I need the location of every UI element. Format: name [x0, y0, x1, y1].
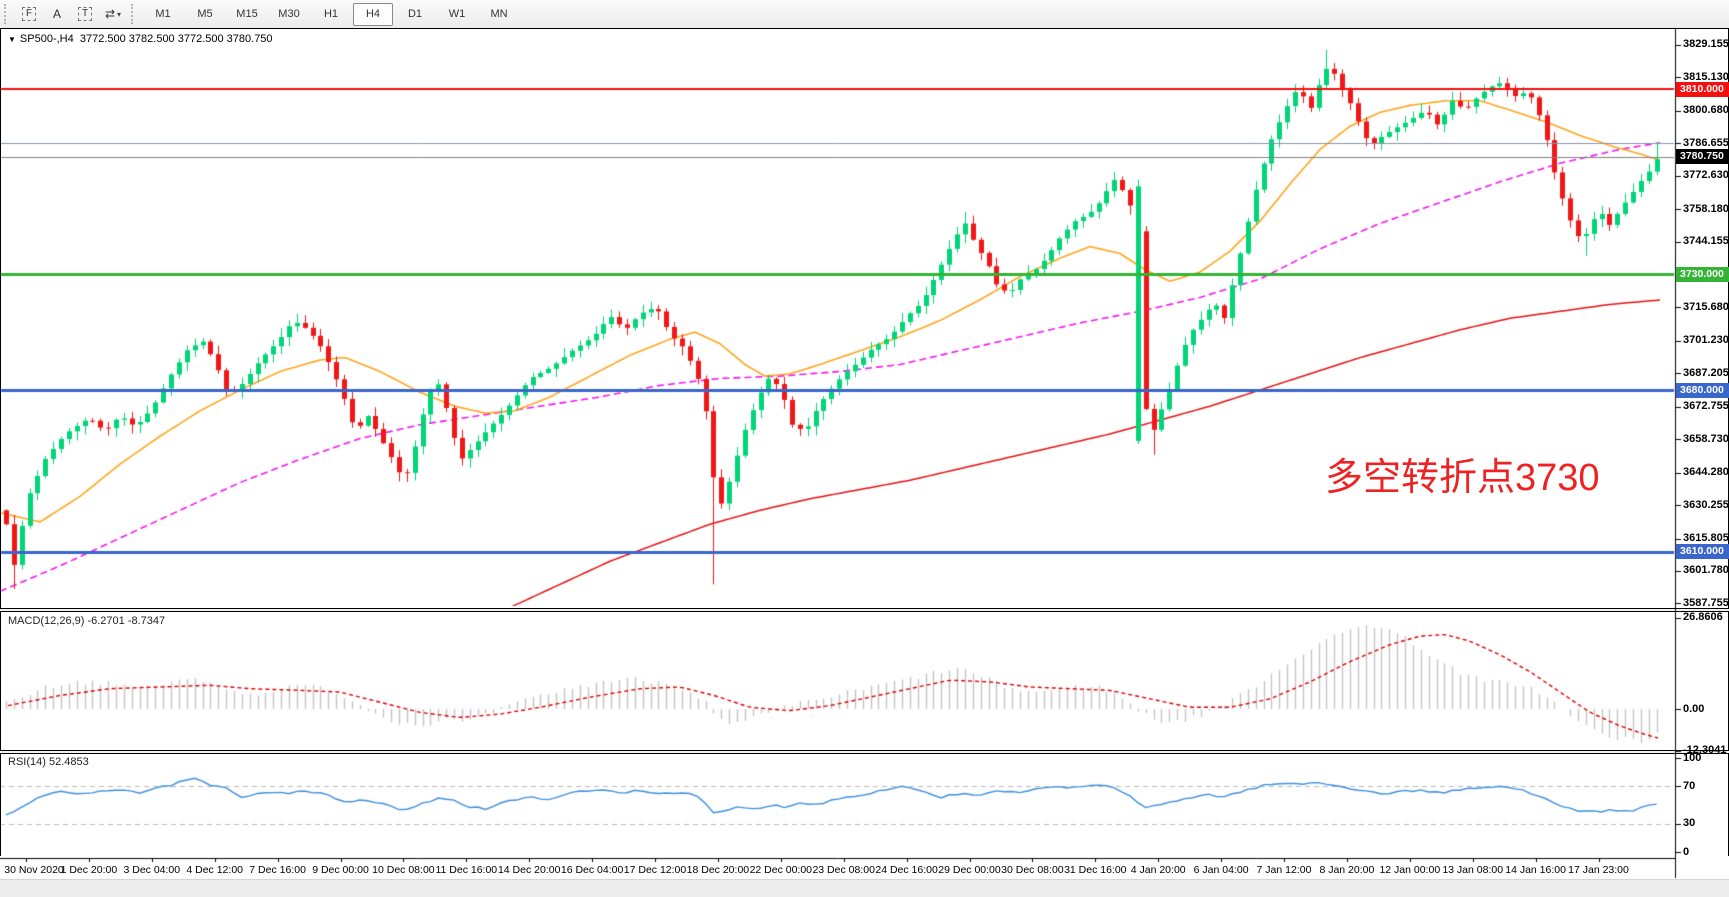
time-axis-label: 10 Dec 08:00	[372, 864, 435, 876]
price-axis-label: 3644.280	[1683, 466, 1729, 479]
time-axis-label: 12 Jan 00:00	[1379, 864, 1441, 876]
time-axis-label: 8 Jan 20:00	[1319, 864, 1375, 876]
time-axis-label: 14 Jan 16:00	[1505, 864, 1566, 876]
time-axis-label: 31 Dec 16:00	[1064, 864, 1127, 876]
time-axis-label: 6 Jan 04:00	[1193, 864, 1249, 876]
symbol-dropdown-icon[interactable]: ▼	[8, 35, 16, 44]
time-axis-label: 18 Dec 20:00	[686, 864, 750, 876]
price-axis-label: 3672.755	[1683, 400, 1729, 413]
symbol-timeframe-label: SP500-,H4	[19, 33, 74, 45]
macd-axis-label: -12.3041	[1683, 744, 1727, 757]
price-axis-label: 3587.755	[1683, 596, 1729, 609]
time-axis-label: 24 Dec 16:00	[875, 864, 938, 876]
time-axis-label: 29 Dec 00:00	[938, 864, 1001, 876]
time-axis-label: 1 Dec 20:00	[60, 864, 118, 876]
price-axis-label: 3687.205	[1683, 366, 1729, 379]
time-axis-label: 23 Dec 08:00	[812, 864, 875, 876]
price-axis-label: 3715.680	[1683, 300, 1729, 313]
price-axis-label: 3615.805	[1683, 532, 1729, 545]
chart-title: ▼ SP500-,H4 3772.500 3782.500 3772.500 37…	[8, 33, 273, 45]
price-axis-label: 3601.780	[1683, 564, 1729, 577]
rsi-axis-label: 30	[1683, 817, 1696, 830]
rsi-indicator-label: RSI(14) 52.4853	[8, 756, 89, 768]
price-axis-label: 3786.655	[1683, 136, 1729, 149]
price-axis-label: 3758.180	[1683, 202, 1729, 215]
time-axis-label: 13 Jan 08:00	[1442, 864, 1504, 876]
price-annotation-text: 多空转折点3730	[1325, 457, 1600, 499]
rsi-axis-label: 70	[1683, 779, 1696, 792]
time-axis-label: 30 Nov 2020	[4, 864, 64, 876]
macd-axis-label: 26.8606	[1683, 611, 1723, 624]
price-axis-label: 3701.230	[1683, 334, 1729, 347]
time-axis-label: 16 Dec 04:00	[560, 864, 624, 876]
price-axis-label: 3829.155	[1683, 38, 1729, 51]
time-axis-label: 17 Jan 23:00	[1568, 864, 1629, 876]
price-level-badge: 3680.000	[1676, 382, 1729, 398]
macd-indicator-label: MACD(12,26,9) -6.2701 -8.7347	[8, 615, 166, 627]
price-level-badge: 3810.000	[1676, 81, 1729, 97]
time-axis-label: 4 Jan 20:00	[1130, 864, 1186, 876]
time-axis-label: 3 Dec 04:00	[123, 864, 181, 876]
rsi-axis-label: 0	[1683, 845, 1690, 858]
price-level-badge: 3780.750	[1676, 149, 1729, 165]
time-axis-label: 17 Dec 12:00	[623, 864, 687, 876]
price-axis-label: 3772.630	[1683, 169, 1729, 182]
price-axis-label: 3630.255	[1683, 498, 1729, 511]
price-axis-label: 3658.730	[1683, 432, 1729, 445]
price-axis-label: 3800.680	[1683, 104, 1729, 117]
time-axis-label: 11 Dec 16:00	[435, 864, 498, 876]
ohlc-values: 3772.500 3782.500 3772.500 3780.750	[79, 33, 273, 45]
time-axis-label: 14 Dec 20:00	[497, 864, 561, 876]
rsi-axis-label: 100	[1683, 751, 1702, 764]
price-axis-label: 3815.130	[1683, 70, 1729, 83]
time-axis-label: 9 Dec 00:00	[312, 864, 369, 876]
time-axis-label: 22 Dec 00:00	[749, 864, 813, 876]
time-axis-label: 7 Jan 12:00	[1256, 864, 1312, 876]
price-level-badge: 3730.000	[1676, 266, 1729, 282]
time-axis-label: 7 Dec 16:00	[249, 864, 306, 876]
time-axis-label: 30 Dec 08:00	[1001, 864, 1064, 876]
macd-axis-label: 0.00	[1683, 702, 1705, 715]
price-axis-label: 3744.155	[1683, 235, 1729, 248]
time-axis-label: 4 Dec 12:00	[186, 864, 243, 876]
price-level-badge: 3610.000	[1676, 544, 1729, 560]
